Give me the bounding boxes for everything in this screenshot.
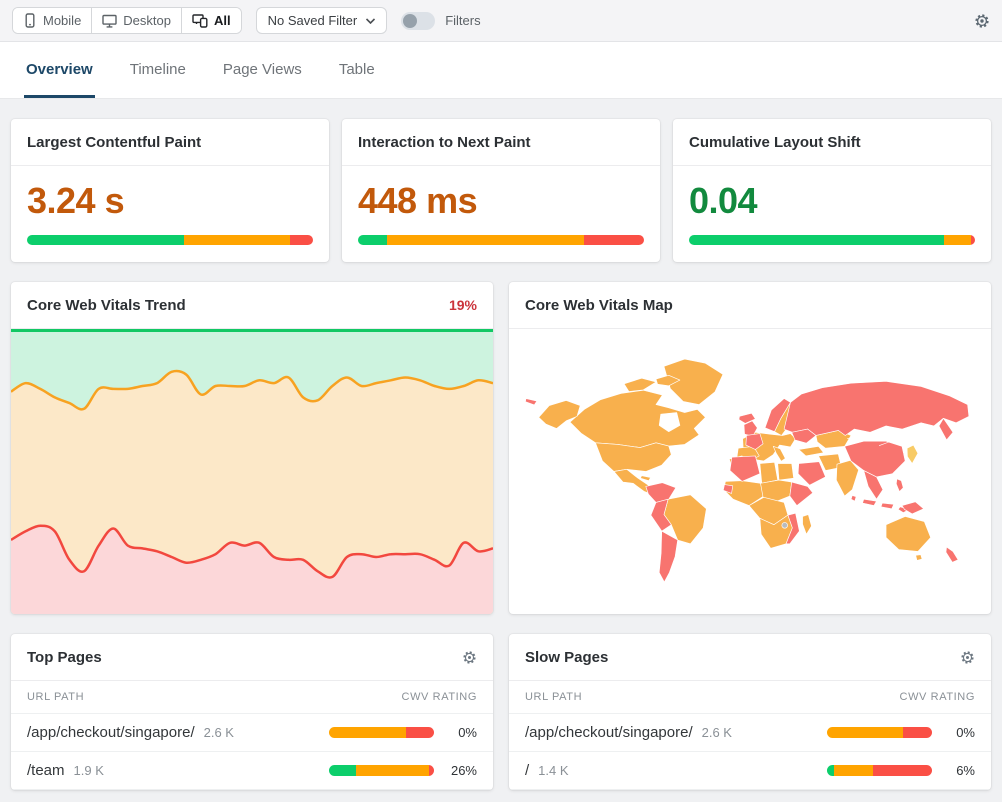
top-toolbar: Mobile Desktop All No Saved Filter Filte… — [0, 0, 1002, 42]
metric-cards-row: Largest Contentful Paint 3.24 s Interact… — [11, 119, 991, 262]
url-path-column-header: URL PATH — [525, 691, 582, 703]
mobile-button-label: Mobile — [43, 13, 81, 28]
cwv-rating-percent: 0% — [943, 725, 975, 740]
cwv-trend-card: Core Web Vitals Trend 19% — [11, 282, 493, 614]
table-row[interactable]: /team 1.9 K 26% — [11, 752, 493, 790]
table-row[interactable]: /app/checkout/singapore/ 2.6 K 0% — [11, 714, 493, 752]
cls-card-title: Cumulative Layout Shift — [673, 119, 991, 166]
tab-page-views[interactable]: Page Views — [221, 42, 304, 98]
cwv-rating-bar — [329, 727, 434, 738]
lcp-card-body: 3.24 s — [11, 166, 329, 262]
cwv-trend-chart — [11, 329, 493, 614]
tab-overview-label: Overview — [26, 61, 93, 78]
cwv-rating-column-header: CWV RATING — [900, 691, 975, 703]
tab-page-views-label: Page Views — [223, 61, 302, 78]
cwv-rating-percent: 6% — [943, 763, 975, 778]
inp-card-body: 448 ms — [342, 166, 660, 262]
mobile-device-button[interactable]: Mobile — [13, 8, 92, 33]
top-pages-settings-gear-icon[interactable] — [462, 650, 477, 665]
slow-pages-card: Slow Pages URL PATH CWV RATING /app/chec… — [509, 634, 991, 790]
inp-value: 448 ms — [358, 182, 644, 220]
cwv-trend-title: Core Web Vitals Trend — [27, 297, 186, 314]
filters-toggle[interactable] — [401, 12, 435, 30]
slow-pages-header: Slow Pages — [509, 634, 991, 681]
chevron-down-icon — [366, 18, 375, 24]
cls-rating-bar — [689, 235, 975, 245]
cwv-map-card: Core Web Vitals Map — [509, 282, 991, 614]
view-tabs: Overview Timeline Page Views Table — [0, 42, 1002, 99]
devices-icon — [192, 13, 208, 28]
cwv-rating-bar — [827, 765, 932, 776]
saved-filter-label: No Saved Filter — [268, 13, 358, 28]
cwv-rating-column-header: CWV RATING — [402, 691, 477, 703]
cls-value: 0.04 — [689, 182, 975, 220]
tab-table[interactable]: Table — [337, 42, 377, 98]
cwv-rating-bar — [329, 765, 434, 776]
page-view-count: 1.9 K — [74, 763, 104, 778]
desktop-button-label: Desktop — [123, 13, 171, 28]
cwv-rating-percent: 0% — [445, 725, 477, 740]
filters-toggle-label: Filters — [445, 13, 480, 28]
page-path[interactable]: /app/checkout/singapore/ — [27, 724, 195, 741]
desktop-icon — [102, 14, 117, 28]
all-devices-button[interactable]: All — [182, 8, 241, 33]
desktop-device-button[interactable]: Desktop — [92, 8, 182, 33]
page-path[interactable]: / — [525, 762, 529, 779]
table-row[interactable]: /app/checkout/singapore/ 2.6 K 0% — [509, 714, 991, 752]
device-button-group: Mobile Desktop All — [12, 7, 242, 34]
tab-table-label: Table — [339, 61, 375, 78]
cls-metric-card: Cumulative Layout Shift 0.04 — [673, 119, 991, 262]
charts-row: Core Web Vitals Trend 19% Core Web Vital… — [11, 282, 991, 614]
top-pages-card: Top Pages URL PATH CWV RATING /app/check… — [11, 634, 493, 790]
dashboard-content: Largest Contentful Paint 3.24 s Interact… — [0, 99, 1002, 802]
cwv-rating-bar — [827, 727, 932, 738]
inp-card-title: Interaction to Next Paint — [342, 119, 660, 166]
page-view-count: 1.4 K — [538, 763, 568, 778]
tab-overview[interactable]: Overview — [24, 42, 95, 98]
tab-timeline[interactable]: Timeline — [128, 42, 188, 98]
url-path-column-header: URL PATH — [27, 691, 84, 703]
top-pages-header: Top Pages — [11, 634, 493, 681]
page-view-count: 2.6 K — [702, 725, 732, 740]
toggle-knob — [403, 14, 417, 28]
world-map-svg — [519, 335, 981, 608]
page-path[interactable]: /app/checkout/singapore/ — [525, 724, 693, 741]
cwv-world-map — [509, 329, 991, 614]
table-row[interactable]: / 1.4 K 6% — [509, 752, 991, 790]
cls-card-body: 0.04 — [673, 166, 991, 262]
top-pages-title: Top Pages — [27, 649, 102, 666]
slow-pages-title: Slow Pages — [525, 649, 608, 666]
cwv-trend-percent-badge: 19% — [449, 297, 477, 313]
mobile-icon — [23, 13, 37, 28]
all-button-label: All — [214, 13, 231, 28]
top-pages-column-headers: URL PATH CWV RATING — [11, 681, 493, 714]
lcp-rating-bar — [27, 235, 313, 245]
page-view-count: 2.6 K — [204, 725, 234, 740]
inp-metric-card: Interaction to Next Paint 448 ms — [342, 119, 660, 262]
slow-pages-column-headers: URL PATH CWV RATING — [509, 681, 991, 714]
lcp-metric-card: Largest Contentful Paint 3.24 s — [11, 119, 329, 262]
tab-timeline-label: Timeline — [130, 61, 186, 78]
saved-filter-dropdown[interactable]: No Saved Filter — [256, 7, 388, 34]
cwv-map-title: Core Web Vitals Map — [509, 282, 991, 329]
lcp-value: 3.24 s — [27, 182, 313, 220]
slow-pages-settings-gear-icon[interactable] — [960, 650, 975, 665]
page-path[interactable]: /team — [27, 762, 65, 779]
settings-gear-icon[interactable] — [974, 13, 990, 29]
cwv-trend-header: Core Web Vitals Trend 19% — [11, 282, 493, 329]
tables-row: Top Pages URL PATH CWV RATING /app/check… — [11, 634, 991, 790]
inp-rating-bar — [358, 235, 644, 245]
lcp-card-title: Largest Contentful Paint — [11, 119, 329, 166]
cwv-rating-percent: 26% — [445, 763, 477, 778]
